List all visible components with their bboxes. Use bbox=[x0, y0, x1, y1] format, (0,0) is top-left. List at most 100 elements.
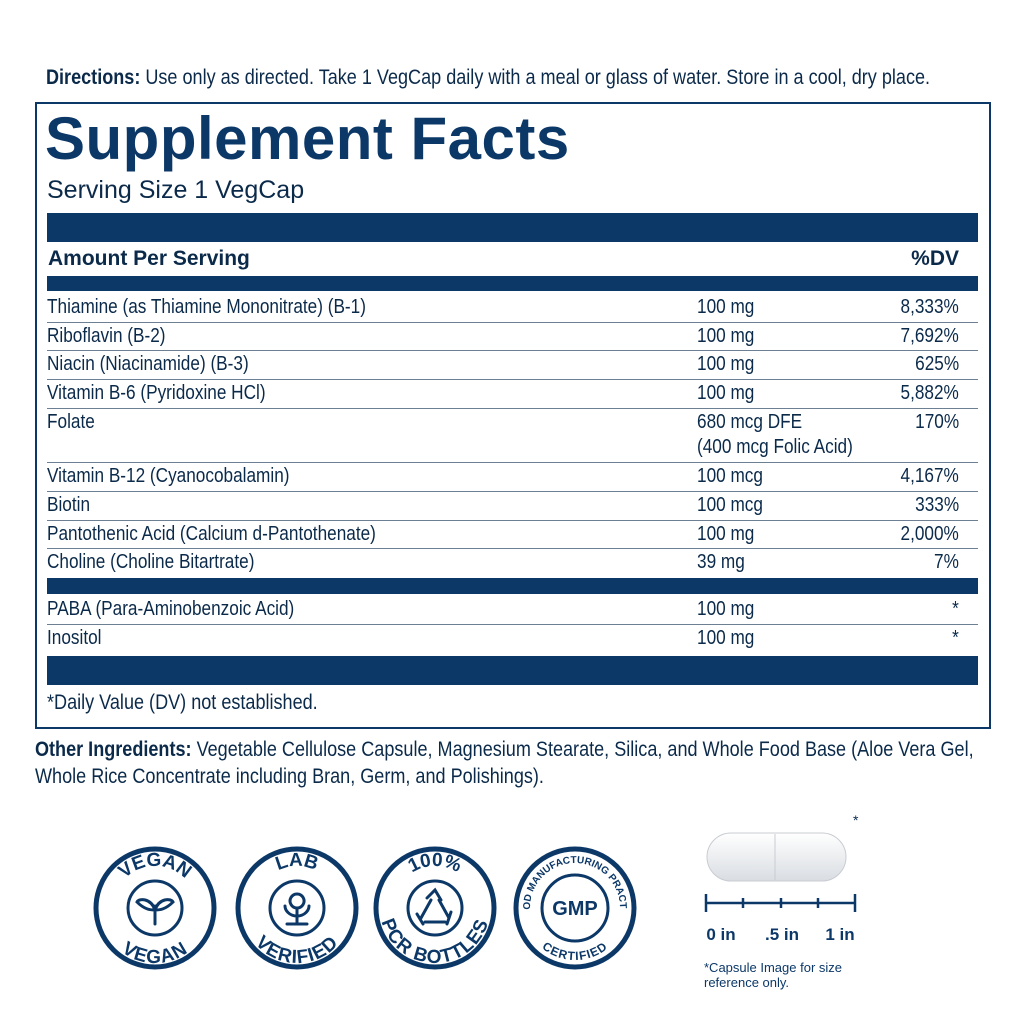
dv-text: 5,882% bbox=[900, 382, 959, 405]
badge-bottom: PCR BOTTLES bbox=[377, 916, 493, 968]
scale-label: .5 in bbox=[765, 925, 799, 944]
nutrient-amount: 100 mg bbox=[697, 595, 764, 623]
nutrient-amount: 680 mcg DFE bbox=[697, 408, 819, 436]
footnote-text: *Daily Value (DV) not established. bbox=[47, 691, 318, 714]
amount-text: 100 mcg bbox=[697, 494, 763, 516]
nutrient-name-text: Folate bbox=[47, 410, 95, 433]
dv-text: * bbox=[952, 598, 959, 620]
badge-inner bbox=[126, 879, 184, 937]
badge-ring bbox=[373, 846, 497, 970]
badge-inner bbox=[406, 879, 464, 937]
badge-arc bbox=[255, 866, 339, 908]
dv-text: 2,000% bbox=[900, 522, 959, 545]
nutrient-name-text: PABA (Para-Aminobenzoic Acid) bbox=[47, 598, 295, 620]
group-rule bbox=[47, 578, 978, 595]
nutrient-dv: 7,692% bbox=[891, 322, 959, 350]
directions-text: Use only as directed. Take 1 VegCap dail… bbox=[145, 66, 931, 89]
nutrient-amount-detail: (400 mcg Folic Acid) bbox=[697, 433, 878, 461]
nutrient-name: Niacin (Niacinamide) (B-3) bbox=[47, 350, 282, 378]
amount-detail-text: (400 mcg Folic Acid) bbox=[697, 435, 853, 458]
dv-text: 4,167% bbox=[900, 465, 959, 488]
badge-bottom-text: PCR BOTTLES bbox=[377, 916, 494, 968]
badge-arc bbox=[393, 866, 477, 908]
nutrient-amount: 39 mg bbox=[697, 548, 753, 576]
directions: Directions: Use only as directed. Take 1… bbox=[46, 66, 1024, 90]
nutrient-dv: 5,882% bbox=[891, 379, 959, 407]
badge-ring bbox=[235, 846, 359, 970]
footnote: *Daily Value (DV) not established. bbox=[47, 691, 362, 715]
amount-text: 100 mg bbox=[697, 353, 755, 376]
badge-ring bbox=[93, 846, 217, 970]
nutrient-name-text: Inositol bbox=[47, 626, 102, 649]
row-separator bbox=[47, 491, 978, 492]
scale-label: 0 in bbox=[706, 925, 735, 944]
nutrient-name: Choline (Choline Bitartrate) bbox=[47, 548, 288, 576]
nutrient-name-text: Pantothenic Acid (Calcium d-Pantothenate… bbox=[47, 522, 376, 545]
nutrient-dv: 7% bbox=[930, 548, 959, 576]
nutrient-name-text: Vitamin B-6 (Pyridoxine HCl) bbox=[47, 382, 266, 405]
badge-icon bbox=[415, 887, 453, 926]
nutrient-amount: 100 mg bbox=[697, 350, 764, 378]
amount-text: 100 mg bbox=[697, 296, 755, 318]
nutrient-dv: 333% bbox=[908, 491, 959, 519]
nutrient-name: Inositol bbox=[47, 624, 110, 652]
badge-icon bbox=[283, 892, 311, 926]
row-separator bbox=[47, 548, 978, 550]
nutrient-dv: * bbox=[951, 624, 959, 652]
nutrient-name-text: Riboflavin (B-2) bbox=[47, 324, 166, 347]
nutrient-dv: * bbox=[951, 595, 959, 623]
capsule-asterisk: * bbox=[853, 812, 859, 828]
other-label: Other Ingredients: bbox=[35, 738, 192, 761]
dv-text: 333% bbox=[915, 494, 959, 516]
amount-text: 39 mg bbox=[697, 551, 745, 574]
other-ingredients: Other Ingredients: Vegetable Cellulose C… bbox=[35, 736, 995, 790]
nutrient-dv: 8,333% bbox=[891, 293, 959, 321]
nutrient-name: Pantothenic Acid (Calcium d-Pantothenate… bbox=[47, 520, 429, 548]
badge-top-text: 100% bbox=[405, 850, 465, 877]
nutrient-dv: 170% bbox=[908, 408, 959, 436]
nutrient-name-text: Choline (Choline Bitartrate) bbox=[47, 551, 255, 574]
amount-text: 100 mg bbox=[697, 626, 755, 649]
amount-text: 100 mcg bbox=[697, 465, 763, 488]
capsule-note: *Capsule Image for size reference only. bbox=[704, 960, 843, 990]
nutrient-name: Thiamine (as Thiamine Mononitrate) (B-1) bbox=[47, 293, 418, 321]
row-separator bbox=[47, 407, 978, 409]
bottom-bar bbox=[47, 656, 978, 685]
scale-ruler bbox=[704, 894, 857, 912]
amount-text: 100 mg bbox=[697, 598, 755, 620]
nutrient-dv: 4,167% bbox=[891, 462, 959, 490]
capsule bbox=[706, 832, 847, 882]
nutrient-name-text: Niacin (Niacinamide) (B-3) bbox=[47, 353, 249, 376]
badge-inner bbox=[540, 873, 610, 943]
facts-title: Supplement Facts bbox=[45, 105, 570, 172]
directions-label: Directions: bbox=[46, 66, 141, 89]
nutrient-dv: 625% bbox=[908, 350, 959, 378]
other-text: Vegetable Cellulose Capsule, Magnesium S… bbox=[35, 738, 974, 788]
serving-size: Serving Size 1 VegCap bbox=[47, 176, 305, 204]
dv-header: %DV bbox=[911, 247, 959, 270]
dv-text: 170% bbox=[915, 410, 959, 433]
row-separator bbox=[47, 350, 978, 352]
row-separator bbox=[47, 519, 978, 521]
nutrient-amount: 100 mcg bbox=[697, 462, 774, 490]
dv-text: * bbox=[952, 626, 959, 649]
nutrient-name-text: Vitamin B-12 (Cyanocobalamin) bbox=[47, 465, 290, 488]
badge-bottom: VERIFIED bbox=[251, 932, 342, 968]
row-separator bbox=[47, 462, 978, 464]
amount-text: 100 mg bbox=[697, 522, 755, 545]
badge-bottom-text: VERIFIED bbox=[251, 932, 343, 968]
nutrient-name: Vitamin B-12 (Cyanocobalamin) bbox=[47, 462, 329, 490]
amount-header: Amount Per Serving bbox=[48, 247, 250, 270]
dv-text: 8,333% bbox=[900, 296, 959, 318]
nutrient-amount: 100 mg bbox=[697, 379, 764, 407]
dv-text: 7,692% bbox=[900, 324, 959, 347]
dv-text: 7% bbox=[934, 551, 959, 574]
nutrient-name: Vitamin B-6 (Pyridoxine HCl) bbox=[47, 379, 301, 407]
nutrient-amount: 100 mcg bbox=[697, 491, 774, 519]
nutrient-amount: 100 mg bbox=[697, 293, 764, 321]
header-bar bbox=[47, 213, 978, 242]
badge-top: LAB bbox=[273, 850, 321, 875]
amount-text: 100 mg bbox=[697, 324, 755, 347]
